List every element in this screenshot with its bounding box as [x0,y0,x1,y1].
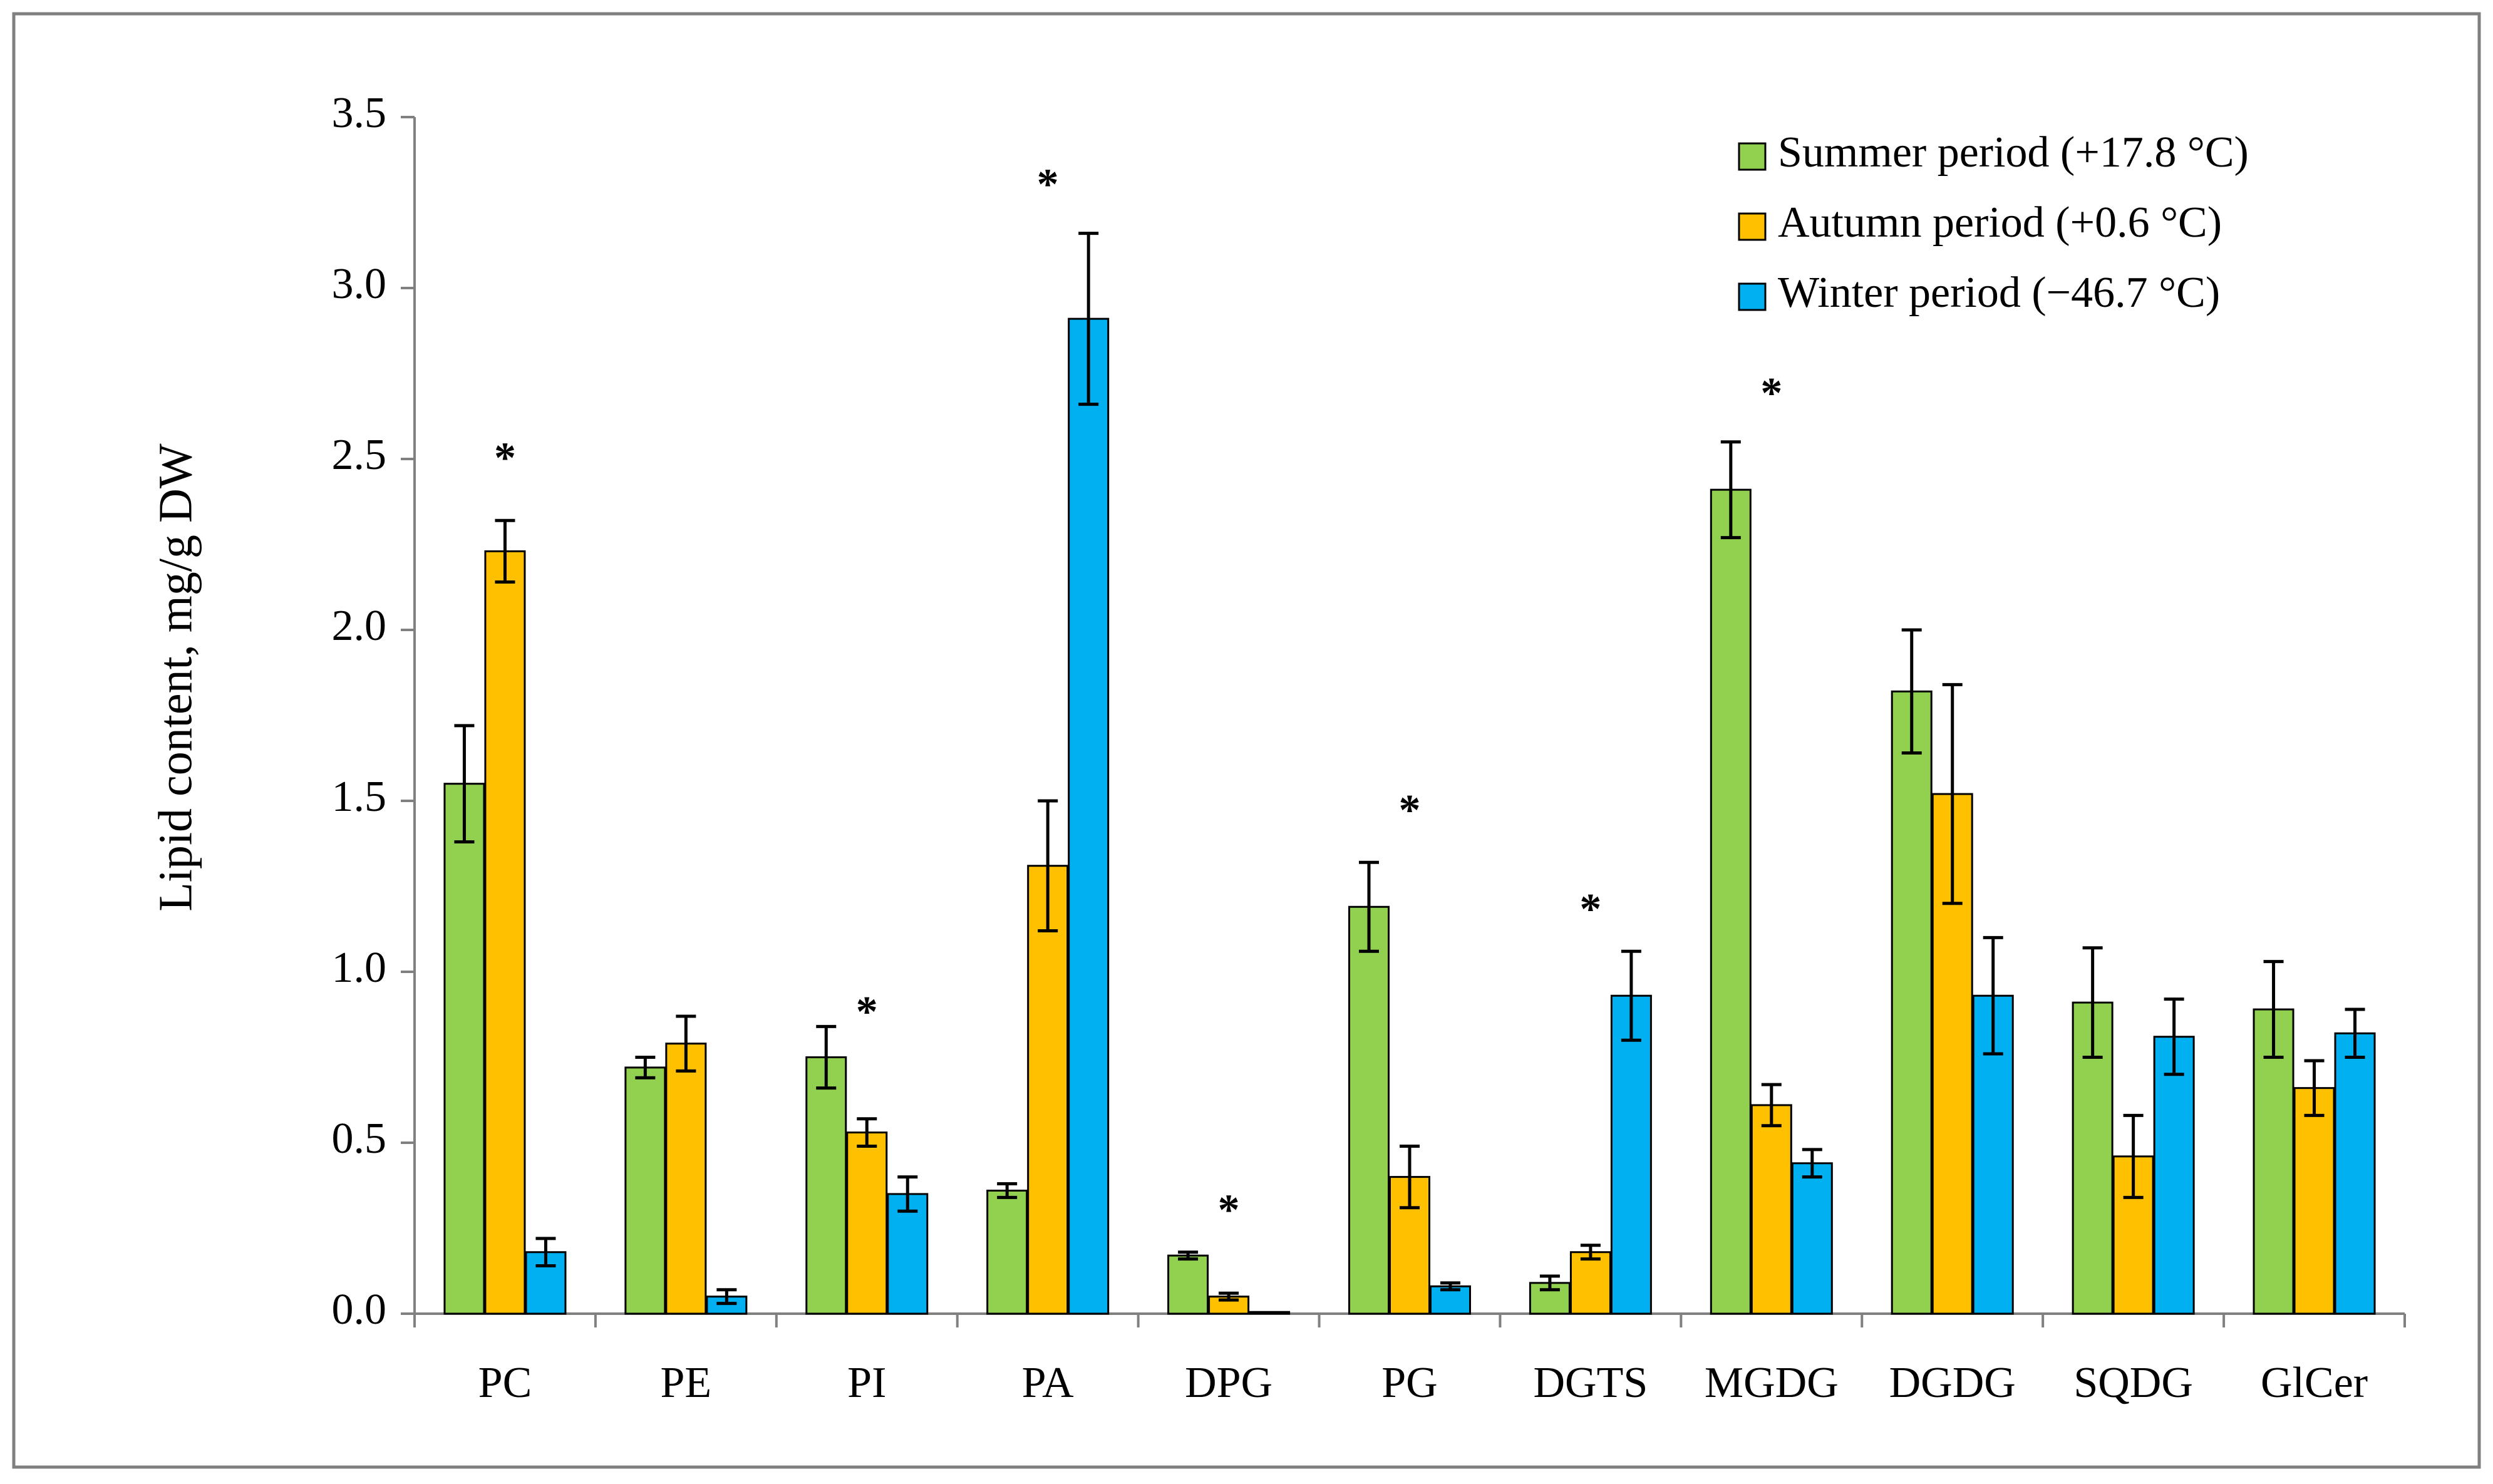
bar [1710,488,1752,1315]
bar [1348,905,1390,1315]
x-tick-label: DPG [1185,1359,1272,1407]
bar [846,1131,888,1315]
legend-swatch [1738,282,1767,311]
bar [706,1296,748,1315]
bar [986,1189,1028,1315]
significance-marker: * [1399,786,1421,835]
significance-marker: * [856,988,878,1036]
x-tick-label: DGDG [1889,1359,2016,1407]
x-tick-label: MGDG [1705,1359,1839,1407]
x-tick-label: DGTS [1534,1359,1648,1407]
legend-label: Winter period (−46.7 °C) [1778,269,2220,317]
bar [805,1056,847,1315]
x-tick-label: SQDG [2073,1359,2193,1407]
bar [1750,1104,1792,1315]
legend-swatch [1738,142,1767,171]
y-tick-label: 0.0 [332,1286,387,1334]
x-tick-label: PA [1022,1359,1075,1407]
bar [484,550,526,1315]
y-tick-label: 2.0 [332,602,387,650]
bar [2153,1036,2195,1315]
x-tick-label: GlCer [2261,1359,2368,1407]
y-tick-label: 2.5 [332,431,387,479]
x-tick-label: PC [478,1359,532,1407]
bar [2293,1087,2335,1315]
bar [1068,317,1110,1315]
significance-marker: * [1579,885,1601,934]
y-tick-label: 1.0 [332,944,387,992]
y-tick-label: 0.5 [332,1115,387,1163]
bar [2253,1008,2294,1315]
bar [1891,690,1933,1315]
legend-label: Summer period (+17.8 °C) [1778,128,2249,177]
bar [1027,865,1069,1315]
x-tick-label: PE [661,1359,712,1407]
bar [1569,1251,1611,1315]
bar [1931,793,1973,1315]
legend-label: Autumn period (+0.6 °C) [1778,198,2222,247]
y-tick-label: 3.0 [332,260,387,308]
y-tick-label: 3.5 [332,89,387,137]
bar [665,1043,707,1315]
significance-marker: * [1218,1187,1240,1235]
significance-marker: * [494,435,516,483]
bar [443,783,485,1315]
bar [1791,1162,1833,1315]
x-tick-label: PI [847,1359,886,1407]
significance-marker: * [1037,161,1059,209]
y-axis-title: Lipid content, mg/g DW [149,443,202,911]
bar [1610,994,1652,1315]
legend-swatch [1738,212,1767,241]
chart-border [12,12,2481,1469]
bar [624,1066,666,1315]
bar [1167,1254,1209,1315]
y-tick-label: 1.5 [332,773,387,821]
x-tick-label: PG [1381,1359,1437,1407]
bar [2334,1032,2376,1315]
significance-marker: * [1760,369,1782,418]
bar [1249,1311,1291,1315]
